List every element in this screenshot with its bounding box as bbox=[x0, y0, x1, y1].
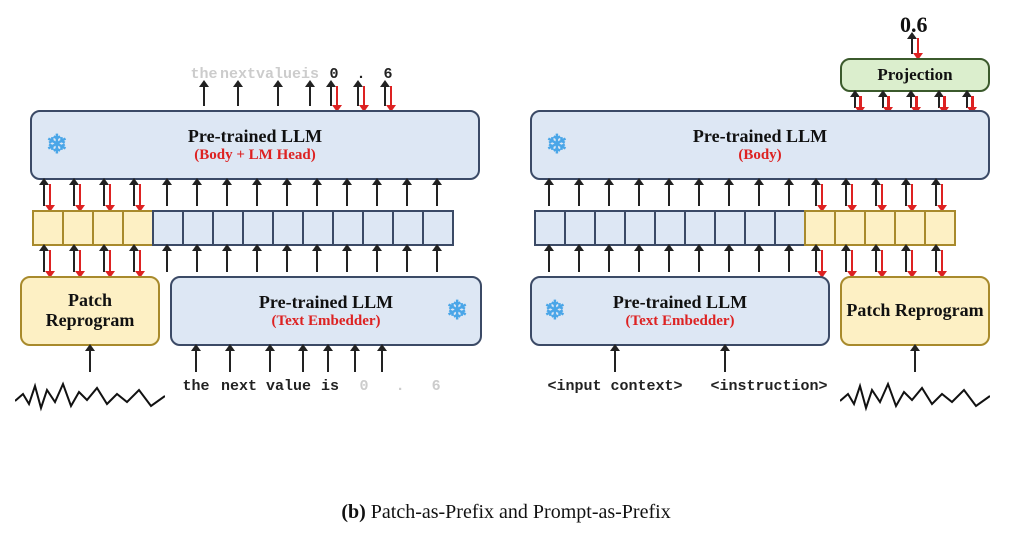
right-llm-top-box: Pre-trained LLM (Body) ❄ bbox=[530, 110, 990, 180]
patch-token bbox=[864, 210, 896, 246]
text-token bbox=[272, 210, 304, 246]
text-token bbox=[392, 210, 424, 246]
text-token bbox=[714, 210, 746, 246]
text-token bbox=[422, 210, 454, 246]
caption-label: (b) bbox=[341, 501, 365, 523]
panel-prompt-as-prefix: 0.6 Projection Pre-trained LLM (Body) ❄ bbox=[520, 20, 1000, 460]
text-token bbox=[332, 210, 364, 246]
patch-token bbox=[32, 210, 64, 246]
text-token bbox=[654, 210, 686, 246]
in-token: 6 bbox=[422, 378, 450, 395]
text-token bbox=[684, 210, 716, 246]
left-arrows-top-out bbox=[188, 86, 402, 106]
left-token-row bbox=[32, 210, 454, 246]
right-arrows-input-signal bbox=[900, 350, 930, 372]
text-token bbox=[212, 210, 244, 246]
text-token bbox=[624, 210, 656, 246]
right-arrows-llm-proj bbox=[844, 96, 984, 108]
signal-icon bbox=[15, 376, 165, 416]
right-llm-bot-sub: (Text Embedder) bbox=[625, 313, 734, 330]
snowflake-icon: ❄ bbox=[544, 296, 566, 326]
left-llm-bot-box: Pre-trained LLM (Text Embedder) ❄ bbox=[170, 276, 482, 346]
left-llm-bot-sub: (Text Embedder) bbox=[271, 313, 380, 330]
left-arrows-inputs2 bbox=[180, 350, 396, 372]
right-input-labels: <input context> <instruction> bbox=[540, 378, 839, 395]
text-token bbox=[182, 210, 214, 246]
in-token: . bbox=[387, 378, 413, 395]
right-llm-top-title: Pre-trained LLM bbox=[693, 126, 827, 147]
right-arrows-lower bbox=[534, 250, 954, 272]
right-arrows-tokens-llm bbox=[534, 184, 954, 206]
left-arrows-tokens-to-llm bbox=[32, 184, 452, 206]
left-llm-top-title: Pre-trained LLM bbox=[188, 126, 322, 147]
projection-box: Projection bbox=[840, 58, 990, 92]
left-arrows-inputs bbox=[60, 350, 120, 372]
in-token: the bbox=[180, 378, 212, 395]
text-token bbox=[152, 210, 184, 246]
snowflake-icon: ❄ bbox=[446, 296, 468, 326]
figure-caption: (b) Patch-as-Prefix and Prompt-as-Prefix bbox=[0, 501, 1012, 524]
right-arrows-inputs bbox=[565, 350, 785, 372]
text-token bbox=[774, 210, 806, 246]
left-patch-reprogram-box: Patch Reprogram bbox=[20, 276, 160, 346]
text-token bbox=[362, 210, 394, 246]
left-patch-title: Patch Reprogram bbox=[22, 291, 158, 331]
caption-text: Patch-as-Prefix and Prompt-as-Prefix bbox=[371, 501, 671, 523]
input-context-label: <input context> bbox=[540, 378, 690, 395]
left-input-tokens: the next value is 0 . 6 bbox=[180, 378, 450, 395]
patch-token bbox=[834, 210, 866, 246]
snowflake-icon: ❄ bbox=[46, 130, 68, 160]
panel-patch-as-prefix: the next value is 0 . 6 Pre-trained LLM … bbox=[20, 20, 500, 460]
patch-token bbox=[62, 210, 94, 246]
text-token bbox=[302, 210, 334, 246]
projection-title: Projection bbox=[877, 65, 952, 85]
left-output-tokens: the next value is 0 . 6 bbox=[188, 66, 402, 83]
right-arrows-proj-out bbox=[900, 38, 930, 54]
patch-token bbox=[894, 210, 926, 246]
right-patch-title: Patch Reprogram bbox=[846, 301, 983, 321]
text-token bbox=[534, 210, 566, 246]
left-arrows-lower bbox=[32, 250, 452, 272]
right-llm-bot-box: Pre-trained LLM (Text Embedder) ❄ bbox=[530, 276, 830, 346]
right-patch-reprogram-box: Patch Reprogram bbox=[840, 276, 990, 346]
right-token-row bbox=[534, 210, 956, 246]
patch-token bbox=[924, 210, 956, 246]
in-token: value bbox=[266, 378, 310, 395]
in-token: is bbox=[319, 378, 341, 395]
right-llm-top-sub: (Body) bbox=[738, 147, 781, 164]
in-token: 0 bbox=[350, 378, 378, 395]
instruction-label: <instruction> bbox=[699, 378, 839, 395]
left-llm-top-sub: (Body + LM Head) bbox=[194, 147, 315, 164]
text-token bbox=[242, 210, 274, 246]
text-token bbox=[594, 210, 626, 246]
text-token bbox=[744, 210, 776, 246]
snowflake-icon: ❄ bbox=[546, 130, 568, 160]
left-llm-bot-title: Pre-trained LLM bbox=[259, 292, 393, 313]
left-llm-top-box: Pre-trained LLM (Body + LM Head) ❄ bbox=[30, 110, 480, 180]
patch-token bbox=[804, 210, 836, 246]
signal-icon bbox=[840, 376, 990, 416]
in-token: next bbox=[221, 378, 257, 395]
diagram-root: the next value is 0 . 6 Pre-trained LLM … bbox=[0, 0, 1012, 534]
patch-token bbox=[92, 210, 124, 246]
text-token bbox=[564, 210, 596, 246]
right-llm-bot-title: Pre-trained LLM bbox=[613, 292, 747, 313]
patch-token bbox=[122, 210, 154, 246]
